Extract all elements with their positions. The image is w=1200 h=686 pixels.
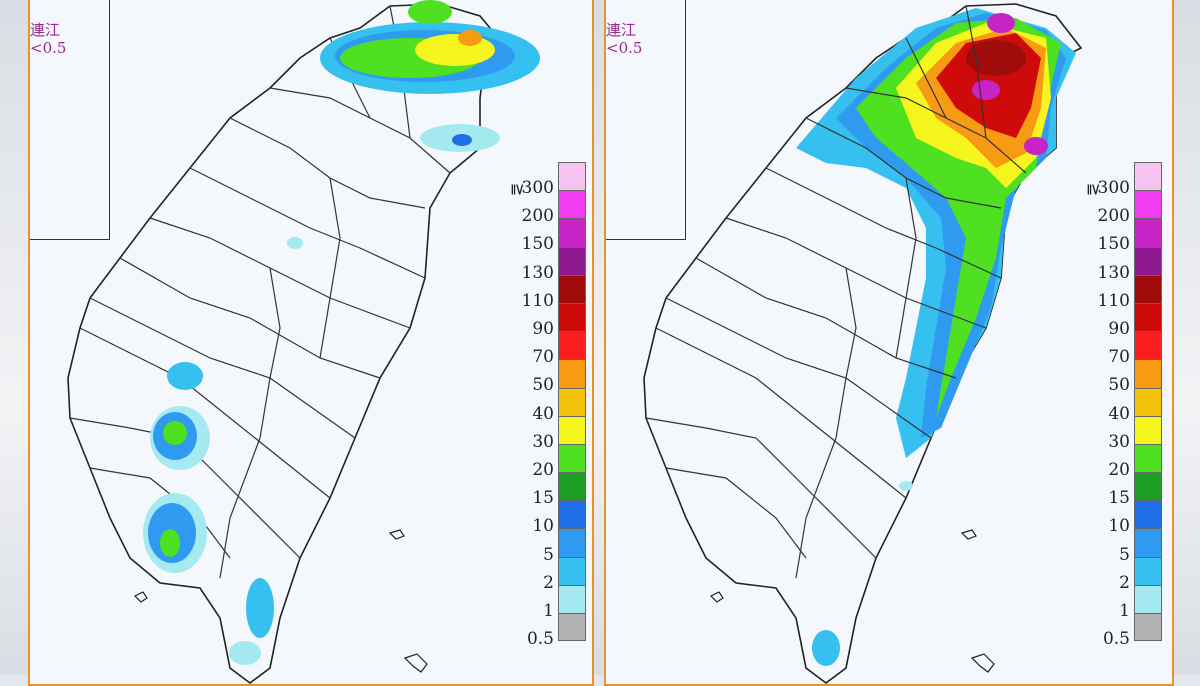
- legend-swatch: [558, 584, 586, 613]
- lienchiang-inset-box: 連江 <0.5: [30, 0, 110, 240]
- legend-swatch: [558, 415, 586, 444]
- rain-cells-right: [796, 8, 1076, 666]
- legend-swatch: [558, 162, 586, 191]
- legend-label: 15: [1108, 488, 1130, 509]
- legend-label: 30: [1108, 431, 1130, 452]
- legend-swatch: [1134, 472, 1162, 501]
- legend-label: 110: [1097, 290, 1130, 311]
- legend-label: 130: [521, 262, 554, 283]
- legend-label: 5: [1119, 544, 1130, 565]
- taiwan-map-left: [67, 0, 540, 684]
- legend-label: 50: [1108, 375, 1130, 396]
- inset-threshold: <0.5: [606, 39, 643, 57]
- legend-label: 200: [521, 206, 554, 227]
- legend-label: 110: [521, 290, 554, 311]
- legend-swatch: [558, 556, 586, 585]
- legend-swatch: [1134, 443, 1162, 473]
- legend-label: 70: [1108, 347, 1130, 368]
- legend-label: 30: [532, 431, 554, 452]
- legend-label: 150: [521, 234, 554, 255]
- legend-label: 300: [1097, 178, 1130, 198]
- legend-swatch: [558, 387, 586, 416]
- left-background-strip: [0, 0, 28, 675]
- legend-label: 1: [1119, 601, 1130, 621]
- legend-swatch: [558, 472, 586, 501]
- legend-label: 10: [1108, 516, 1130, 537]
- legend-label: 90: [532, 319, 554, 339]
- inset-name: 連江: [30, 21, 61, 39]
- rainfall-map-panel-left: 連江 <0.5 ≧ 300 200 150 130 110 90 70 50 40 30 20 15 10…: [28, 0, 594, 686]
- legend-label: 15: [532, 488, 554, 509]
- legend-label: 130: [1097, 262, 1130, 283]
- legend-swatch-column: [1134, 162, 1162, 642]
- inset-threshold: <0.5: [30, 39, 67, 57]
- legend-swatch: [1134, 246, 1162, 275]
- taiwan-map-right: [643, 3, 1083, 684]
- legend-label: 200: [1097, 206, 1130, 227]
- legend-swatch: [558, 331, 586, 360]
- taiwan-outline: [67, 3, 502, 684]
- legend-swatch: [1134, 415, 1162, 444]
- rain-cells-left: [143, 0, 540, 665]
- legend-swatch: [1134, 302, 1162, 332]
- legend-swatch: [558, 359, 586, 388]
- legend-label: 20: [1108, 460, 1130, 480]
- legend-swatch: [1134, 190, 1162, 219]
- inset-name: 連江: [606, 21, 637, 39]
- legend-label: 0.5: [1102, 629, 1130, 650]
- legend-label: 300: [521, 178, 554, 198]
- legend-label: 5: [543, 544, 554, 565]
- right-background-strip: [1174, 0, 1200, 675]
- legend-label: 50: [532, 375, 554, 396]
- legend-label: 90: [1108, 319, 1130, 339]
- rainfall-map-panel-right: 連江 <0.5 ≧ 300 200 150 130 110 90 70 50 40 30 20 15 10…: [604, 0, 1174, 686]
- legend-swatch: [558, 274, 586, 303]
- legend-label: 20: [532, 460, 554, 480]
- legend-swatch: [558, 218, 586, 247]
- legend-label: 40: [532, 403, 554, 424]
- legend-swatch: [558, 528, 586, 557]
- legend-label: 40: [1108, 403, 1130, 424]
- legend-label: 150: [1097, 234, 1130, 255]
- lienchiang-inset-box: 連江 <0.5: [606, 0, 686, 240]
- legend-label: 10: [532, 516, 554, 537]
- legend-swatch: [558, 246, 586, 275]
- legend-swatch: [1134, 218, 1162, 247]
- legend-swatch: [558, 500, 586, 529]
- legend-swatch: [1134, 584, 1162, 613]
- legend-swatch: [1134, 500, 1162, 529]
- legend-label: 0.5: [526, 629, 554, 650]
- legend-swatch: [1134, 613, 1162, 642]
- legend-swatch: [1134, 331, 1162, 360]
- legend-swatch: [558, 443, 586, 473]
- legend-label: 2: [543, 572, 554, 593]
- legend-swatch: [1134, 528, 1162, 557]
- legend-swatch: [1134, 274, 1162, 303]
- legend-swatch: [1134, 556, 1162, 585]
- legend-swatch: [558, 613, 586, 642]
- legend-label: 2: [1119, 572, 1130, 593]
- legend-swatch: [558, 190, 586, 219]
- legend-swatch: [1134, 162, 1162, 191]
- middle-background-strip: [594, 0, 604, 675]
- legend-swatch: [1134, 359, 1162, 388]
- legend-swatch-column: [558, 162, 586, 642]
- legend-label: 1: [543, 601, 554, 621]
- legend-label: 70: [532, 347, 554, 368]
- legend-swatch: [558, 302, 586, 332]
- legend-swatch: [1134, 387, 1162, 416]
